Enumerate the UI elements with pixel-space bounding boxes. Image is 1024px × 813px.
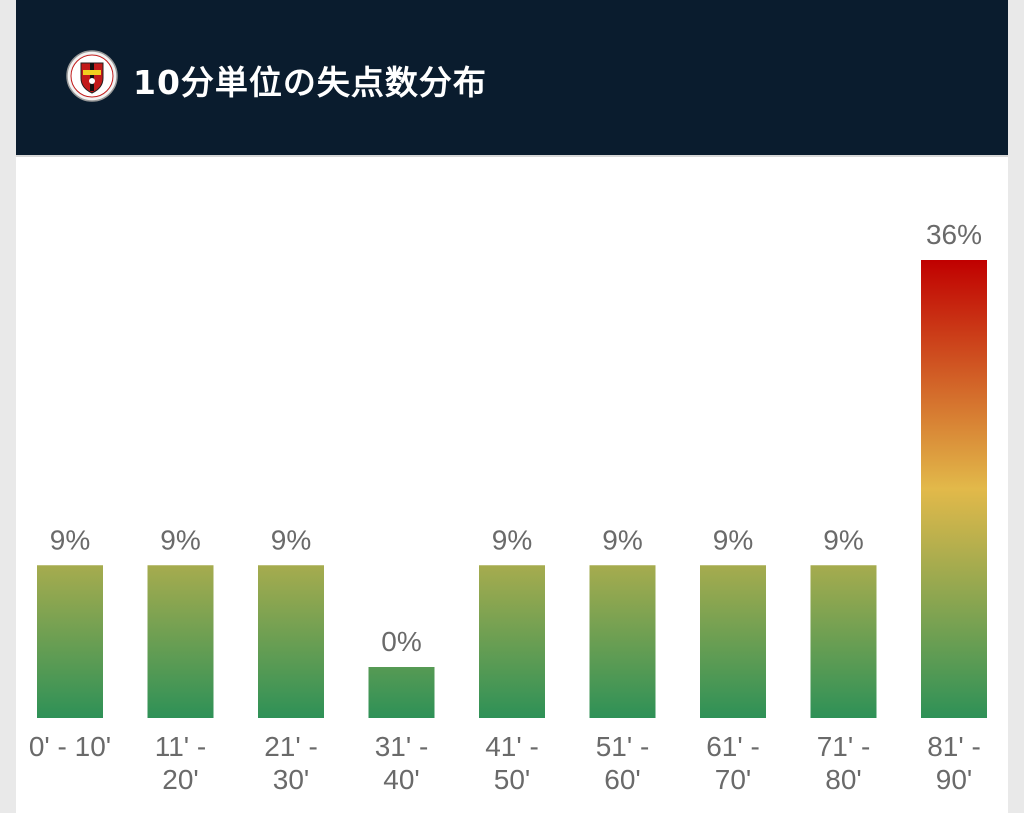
chart-card: 10分単位の失点数分布 9% 0' - 10' 9% 11' -20' 9% 21' -3… [16,0,1008,813]
chart-header: 10分単位の失点数分布 [16,0,1008,157]
x-tick-label: 30' [273,764,310,795]
bar [810,565,877,718]
bar-value-label: 0% [381,626,421,657]
x-tick-label: 0' - 10' [29,731,111,762]
bar-value-label: 9% [602,524,642,555]
x-tick-label: 21' - [264,731,318,762]
club-crest-icon [66,50,118,102]
x-tick-label: 60' [604,764,641,795]
bar-value-label: 9% [713,524,753,555]
x-tick-label: 31' - [375,731,429,762]
bar-value-label: 36% [926,219,982,250]
x-tick-label: 20' [162,764,199,795]
x-tick-label: 81' - [927,731,981,762]
bar [479,565,545,718]
bar [37,565,103,718]
bar [147,565,214,718]
bar-value-label: 9% [823,524,863,555]
bar [258,565,324,718]
bar [589,565,656,718]
x-tick-label: 90' [936,764,973,795]
bar-value-label: 9% [492,524,532,555]
bar [368,667,435,718]
x-tick-label: 40' [383,764,420,795]
x-tick-label: 51' - [596,731,650,762]
chart-title: 10分単位の失点数分布 [133,63,487,102]
x-tick-label: 70' [715,764,752,795]
x-tick-label: 71' - [817,731,871,762]
x-tick-label: 61' - [706,731,760,762]
x-tick-label: 50' [494,764,531,795]
x-tick-label: 80' [825,764,862,795]
bar [921,260,987,718]
bar-value-label: 9% [50,524,90,555]
bar-value-label: 9% [271,524,311,555]
bar-value-label: 9% [160,524,200,555]
x-tick-label: 11' - [155,731,207,762]
bar [700,565,766,718]
x-tick-label: 41' - [485,731,539,762]
bar-chart: 9% 0' - 10' 9% 11' -20' 9% 21' -30' 0% 31' -40'… [29,219,987,795]
